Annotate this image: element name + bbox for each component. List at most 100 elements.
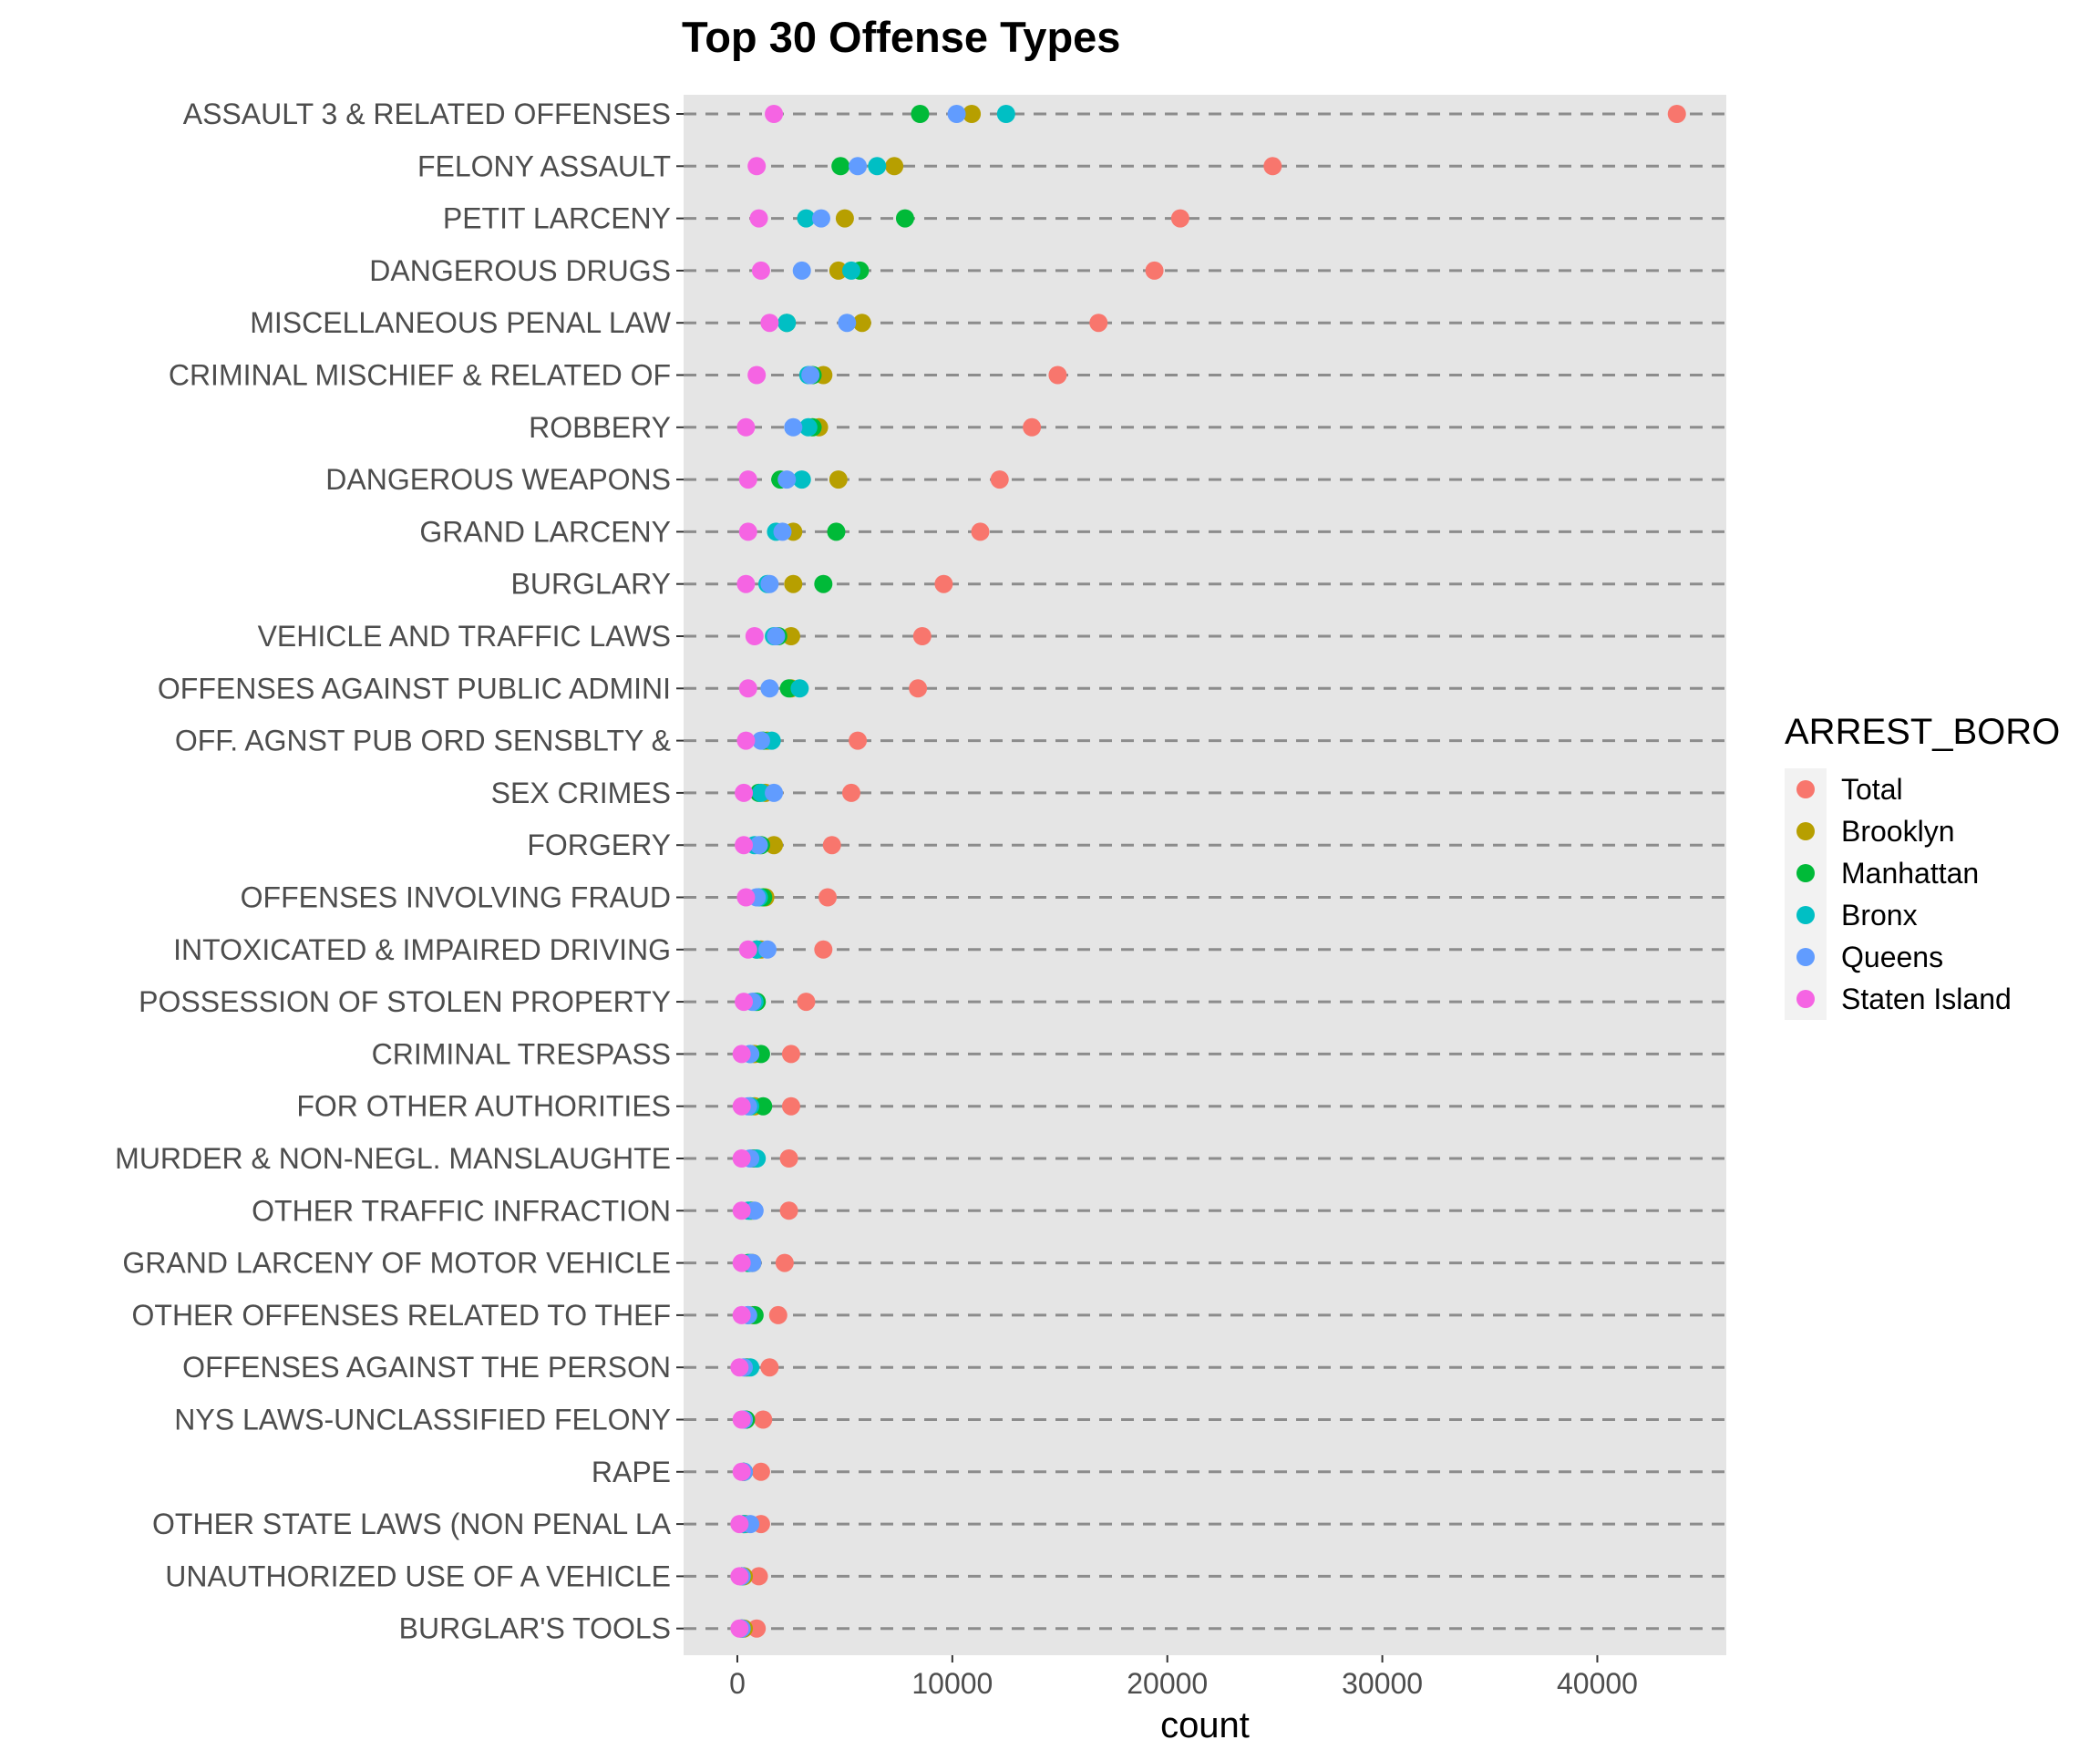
point-total-28 [749,1567,768,1586]
point-total-12 [849,731,868,750]
legend-key-manhattan [1796,864,1815,882]
x-axis: 0 10000 20000 30000 40000 [729,1655,1638,1700]
point-total-18 [781,1045,800,1064]
point-bronx-2 [797,209,816,228]
point-staten-island-20 [732,1149,751,1168]
point-manhattan-19 [754,1096,773,1116]
point-queens-4 [838,314,857,333]
point-bronx-7 [792,470,811,489]
point-queens-21 [745,1201,764,1220]
category-label: OFFENSES INVOLVING FRAUD [241,881,671,914]
category-label: UNAUTHORIZED USE OF A VEHICLE [165,1560,671,1592]
point-total-15 [818,888,838,907]
y-axis: ASSAULT 3 & RELATED OFFENSES FELONY ASSAU… [115,98,684,1645]
category-label: BURGLARY [511,568,671,601]
category-label: GRAND LARCENY [419,515,671,548]
point-queens-0 [947,105,966,123]
point-staten-island-16 [738,940,757,959]
legend-label: Manhattan [1841,857,1979,890]
category-label: CRIMINAL TRESPASS [372,1037,671,1070]
x-tick-label: 40000 [1557,1667,1638,1700]
category-label: BURGLAR'S TOOLS [399,1612,671,1645]
point-staten-island-3 [751,261,770,280]
category-label: SEX CRIMES [491,777,671,809]
point-total-20 [779,1149,798,1168]
point-total-23 [768,1305,788,1324]
category-label: FELONY ASSAULT [417,149,671,182]
point-brooklyn-3 [829,261,848,280]
category-label: MISCELLANEOUS PENAL LAW [250,306,672,339]
point-total-7 [990,470,1009,489]
point-total-5 [1048,365,1067,385]
point-total-4 [1089,314,1108,333]
point-total-29 [747,1619,767,1638]
point-bronx-4 [777,314,797,333]
category-label: OFFENSES AGAINST PUBLIC ADMINI [158,672,671,705]
category-label: GRAND LARCENY OF MOTOR VEHICLE [122,1247,671,1280]
point-total-9 [934,574,953,593]
point-staten-island-23 [732,1305,751,1324]
point-queens-3 [792,261,811,280]
point-staten-island-25 [732,1410,751,1429]
point-brooklyn-2 [835,209,854,228]
point-staten-island-29 [730,1619,749,1638]
point-total-1 [1263,157,1282,176]
legend-label: Total [1841,773,1903,806]
point-manhattan-2 [895,209,914,228]
category-label: FOR OTHER AUTHORITIES [296,1090,671,1123]
point-queens-14 [749,836,768,855]
legend-key-queens [1796,948,1815,966]
point-bronx-3 [841,261,860,280]
point-bronx-1 [868,157,887,176]
data-points [730,105,1686,1638]
point-staten-island-5 [747,365,767,385]
legend-key-brooklyn [1796,822,1815,840]
point-staten-island-8 [738,522,757,541]
x-axis-title: count [1160,1705,1250,1745]
point-staten-island-28 [730,1567,749,1586]
point-total-11 [909,679,928,698]
point-queens-10 [767,627,786,645]
point-staten-island-22 [732,1253,751,1272]
point-total-10 [912,627,932,645]
point-brooklyn-7 [829,470,848,489]
point-manhattan-1 [831,157,850,176]
category-label: OTHER STATE LAWS (NON PENAL LA [152,1508,672,1540]
legend-label: Bronx [1841,899,1918,932]
legend-key-bronx [1796,906,1815,924]
point-queens-12 [751,731,770,750]
legend-key-staten-island [1796,990,1815,1008]
category-label: ROBBERY [529,411,671,444]
category-label: VEHICLE AND TRAFFIC LAWS [258,620,671,653]
category-label: CRIMINAL MISCHIEF & RELATED OF [169,359,671,392]
point-staten-island-24 [730,1358,749,1377]
category-label: OFF. AGNST PUB ORD SENSBLTY & [175,725,671,757]
point-staten-island-10 [745,627,764,645]
legend-label: Brooklyn [1841,815,1955,848]
point-staten-island-1 [747,157,767,176]
category-label: RAPE [592,1456,671,1488]
category-label: DANGEROUS DRUGS [369,254,671,287]
point-staten-island-2 [749,209,768,228]
point-staten-island-13 [735,783,754,802]
point-total-22 [775,1253,794,1272]
point-brooklyn-10 [781,627,800,645]
point-staten-island-17 [735,993,754,1012]
point-total-19 [781,1096,800,1116]
point-total-2 [1170,209,1189,228]
category-label: OFFENSES AGAINST THE PERSON [182,1351,671,1384]
legend-key-total [1796,780,1815,798]
point-staten-island-9 [736,574,756,593]
point-queens-9 [760,574,779,593]
category-label: ASSAULT 3 & RELATED OFFENSES [183,98,671,130]
point-staten-island-11 [738,679,757,698]
point-total-13 [841,783,860,802]
category-label: POSSESSION OF STOLEN PROPERTY [139,985,671,1018]
x-tick-label: 10000 [911,1667,993,1700]
point-brooklyn-9 [784,574,803,593]
point-total-17 [797,993,816,1012]
point-staten-island-19 [732,1096,751,1116]
point-total-21 [779,1201,798,1220]
point-bronx-6 [798,417,818,437]
legend-label: Queens [1841,941,1943,973]
